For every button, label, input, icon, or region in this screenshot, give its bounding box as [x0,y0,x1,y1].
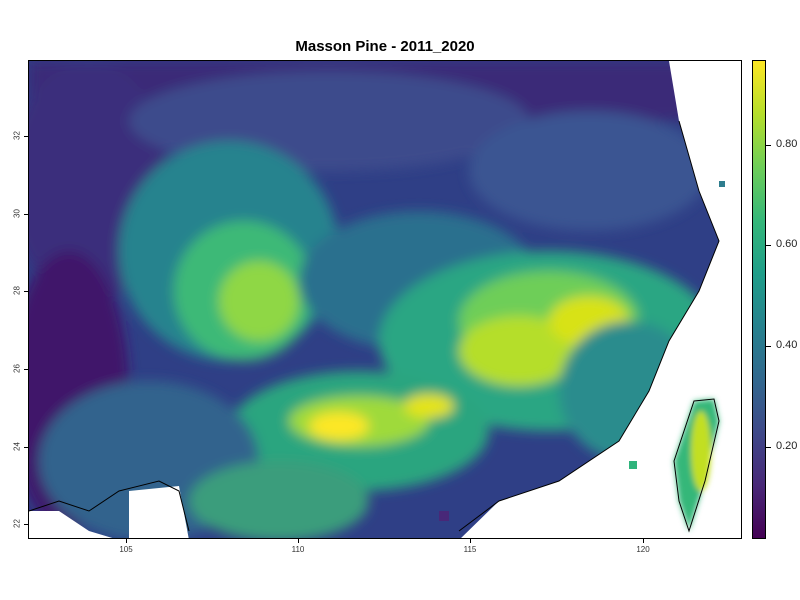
legend-label: 0.80 [776,138,798,150]
y-tick-mark [24,524,28,525]
legend-label: 0.20 [776,440,798,452]
y-tick-mark [24,447,28,448]
x-tick-mark [298,539,299,543]
legend-colorbar [752,60,766,539]
x-tick-label: 110 [291,545,305,554]
y-tick-mark [24,291,28,292]
x-tick-label: 105 [119,545,133,554]
y-tick-label: 24 [12,442,22,451]
y-tick-label: 22 [12,519,22,528]
x-tick-mark [470,539,471,543]
legend-label: 0.40 [776,339,798,351]
x-tick-mark [126,539,127,543]
x-tick-mark [643,539,644,543]
raster-map [28,60,742,539]
y-tick-mark [24,136,28,137]
y-tick-label: 28 [12,286,22,295]
y-tick-label: 30 [12,209,22,218]
map-title: Masson Pine - 2011_2020 [295,38,475,55]
x-tick-label: 120 [636,545,650,554]
legend-tick-mark [766,245,771,246]
y-tick-label: 32 [12,131,22,140]
legend-tick-mark [766,447,771,448]
y-tick-mark [24,214,28,215]
legend-label: 0.60 [776,238,798,250]
legend-tick-mark [766,346,771,347]
x-tick-label: 115 [463,545,477,554]
y-tick-mark [24,369,28,370]
suitability-raster [29,61,741,538]
legend-tick-mark [766,145,771,146]
y-tick-label: 26 [12,364,22,373]
